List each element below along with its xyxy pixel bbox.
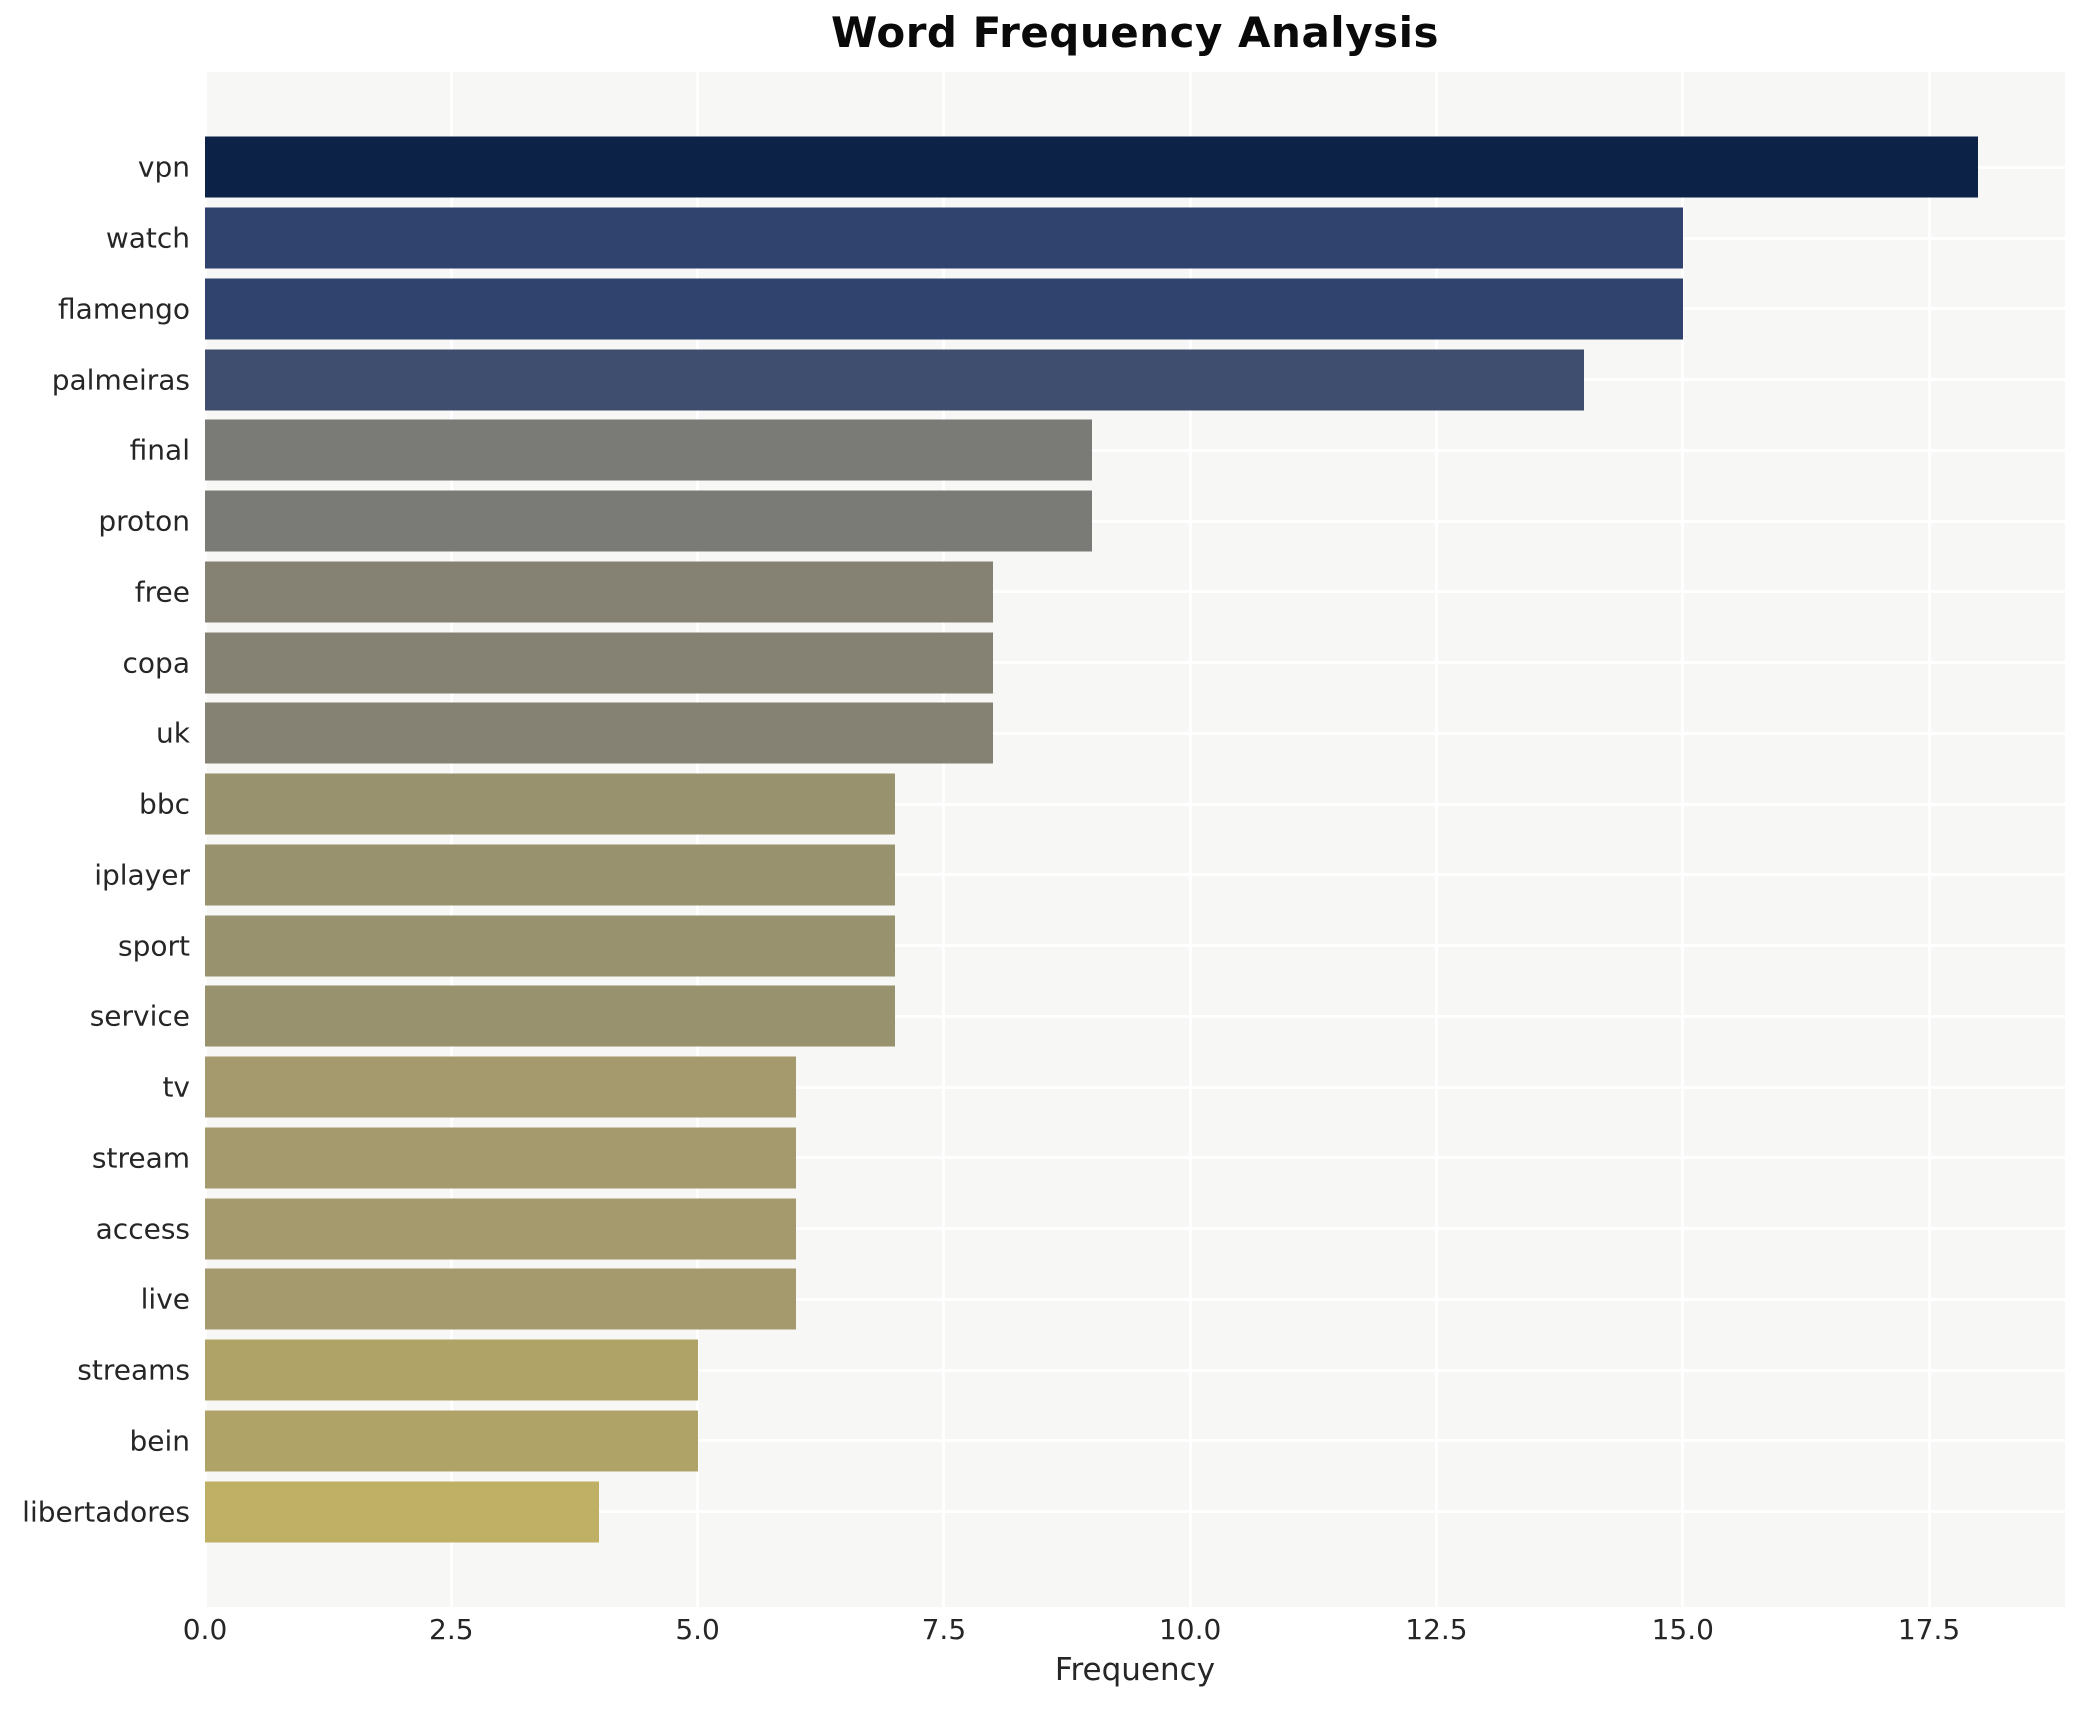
bar-row: stream — [92, 1123, 2065, 1194]
y-tick-label: watch — [105, 221, 190, 255]
bar-row: free — [135, 557, 2065, 628]
y-tick-label: service — [89, 999, 190, 1033]
horizontal-gridline — [205, 1510, 2065, 1514]
bar-copa — [205, 632, 994, 694]
x-tick-label: 12.5 — [1405, 1613, 1468, 1646]
bar-stream — [205, 1127, 797, 1189]
bar-vpn — [205, 136, 1979, 198]
bar-row: copa — [123, 627, 2065, 698]
bar-bein — [205, 1410, 698, 1472]
horizontal-gridline — [205, 1085, 2065, 1089]
bar-sport — [205, 915, 895, 977]
horizontal-gridline — [205, 1156, 2065, 1160]
x-axis-label: Frequency — [1054, 1652, 1216, 1688]
bar-row: streams — [77, 1335, 2065, 1406]
y-tick-label: libertadores — [22, 1495, 190, 1529]
horizontal-gridline — [205, 661, 2065, 665]
bar-row: live — [141, 1264, 2065, 1335]
x-tick-label: 15.0 — [1651, 1613, 1714, 1646]
bar-tv — [205, 1056, 797, 1118]
bar-libertadores — [205, 1481, 600, 1543]
x-tick-label: 0.0 — [182, 1613, 228, 1646]
bar-flamengo — [205, 278, 1683, 340]
y-tick-label: iplayer — [94, 858, 190, 892]
y-tick-label: vpn — [137, 150, 190, 184]
horizontal-gridline — [205, 590, 2065, 594]
bar-free — [205, 561, 994, 623]
bar-bbc — [205, 773, 895, 835]
bar-row: bein — [129, 1406, 2065, 1477]
horizontal-gridline — [205, 944, 2065, 948]
vertical-gridline — [1927, 72, 1931, 1607]
x-axis-ticks: 0.0 2.5 5.0 7.5 10.0 12.5 15.0 17.5 — [183, 1613, 2065, 1653]
y-tick-label: final — [129, 433, 190, 467]
horizontal-gridline — [205, 519, 2065, 523]
y-tick-label: uk — [156, 716, 190, 750]
bar-uk — [205, 702, 994, 764]
bar-final — [205, 419, 1092, 481]
horizontal-gridline — [205, 1227, 2065, 1231]
bar-rows: vpn watch flamengo palmeiras final proton free… — [22, 72, 2065, 1607]
horizontal-gridline — [205, 873, 2065, 877]
y-tick-label: free — [134, 575, 190, 609]
bar-row: palmeiras — [52, 344, 2065, 415]
horizontal-gridline — [205, 731, 2065, 735]
vertical-gridline — [449, 72, 453, 1607]
y-tick-label: access — [95, 1212, 190, 1246]
bar-row: uk — [156, 698, 2065, 769]
y-tick-label: copa — [122, 646, 190, 680]
bar-row: watch — [106, 203, 2065, 274]
plot-area: vpn watch flamengo palmeiras final proton free… — [22, 72, 2065, 1607]
y-tick-label: proton — [98, 504, 190, 538]
bar-row: proton — [98, 486, 2065, 557]
bar-streams — [205, 1339, 698, 1401]
bar-row: vpn — [138, 132, 2065, 203]
horizontal-gridline — [205, 1014, 2065, 1018]
horizontal-gridline — [205, 802, 2065, 806]
bar-iplayer — [205, 844, 895, 906]
y-tick-label: sport — [118, 929, 190, 963]
vertical-gridline — [1188, 72, 1192, 1607]
horizontal-gridline — [205, 448, 2065, 452]
bar-row: iplayer — [94, 840, 2065, 911]
vertical-gridline — [1434, 72, 1438, 1607]
x-tick-label: 17.5 — [1897, 1613, 1961, 1646]
bar-row: tv — [162, 1052, 2065, 1123]
bar-service — [205, 985, 895, 1047]
bar-proton — [205, 490, 1092, 552]
horizontal-gridline — [205, 1297, 2065, 1301]
y-tick-label: bbc — [139, 787, 190, 821]
y-tick-label: bein — [129, 1424, 190, 1458]
vertical-gridline — [203, 72, 207, 1607]
bar-row: flamengo — [58, 274, 2065, 345]
x-tick-label: 5.0 — [675, 1613, 720, 1646]
vertical-gridline — [696, 72, 700, 1607]
y-tick-label: tv — [162, 1070, 190, 1104]
bar-live — [205, 1268, 797, 1330]
bar-row: service — [90, 981, 2065, 1052]
horizontal-gridline — [205, 1439, 2065, 1443]
x-tick-label: 10.0 — [1158, 1613, 1222, 1646]
y-tick-label: stream — [91, 1141, 190, 1175]
y-tick-label: live — [140, 1282, 190, 1316]
bar-row: sport — [118, 910, 2065, 981]
bar-watch — [205, 207, 1683, 269]
y-tick-label: palmeiras — [51, 363, 190, 397]
y-tick-label: streams — [77, 1353, 190, 1387]
bar-row: final — [130, 415, 2065, 486]
vertical-gridline — [942, 72, 946, 1607]
bar-palmeiras — [205, 349, 1585, 411]
bar-row: libertadores — [22, 1476, 2065, 1547]
bar-row: bbc — [139, 769, 2065, 840]
bar-access — [205, 1198, 797, 1260]
bar-row: access — [96, 1193, 2065, 1264]
x-tick-label: 7.5 — [921, 1613, 967, 1646]
horizontal-gridline — [205, 1368, 2065, 1372]
vertical-gridline — [1681, 72, 1685, 1607]
y-tick-label: flamengo — [58, 292, 190, 326]
chart-title: Word Frequency Analysis — [831, 8, 1439, 57]
x-tick-label: 2.5 — [429, 1613, 474, 1646]
